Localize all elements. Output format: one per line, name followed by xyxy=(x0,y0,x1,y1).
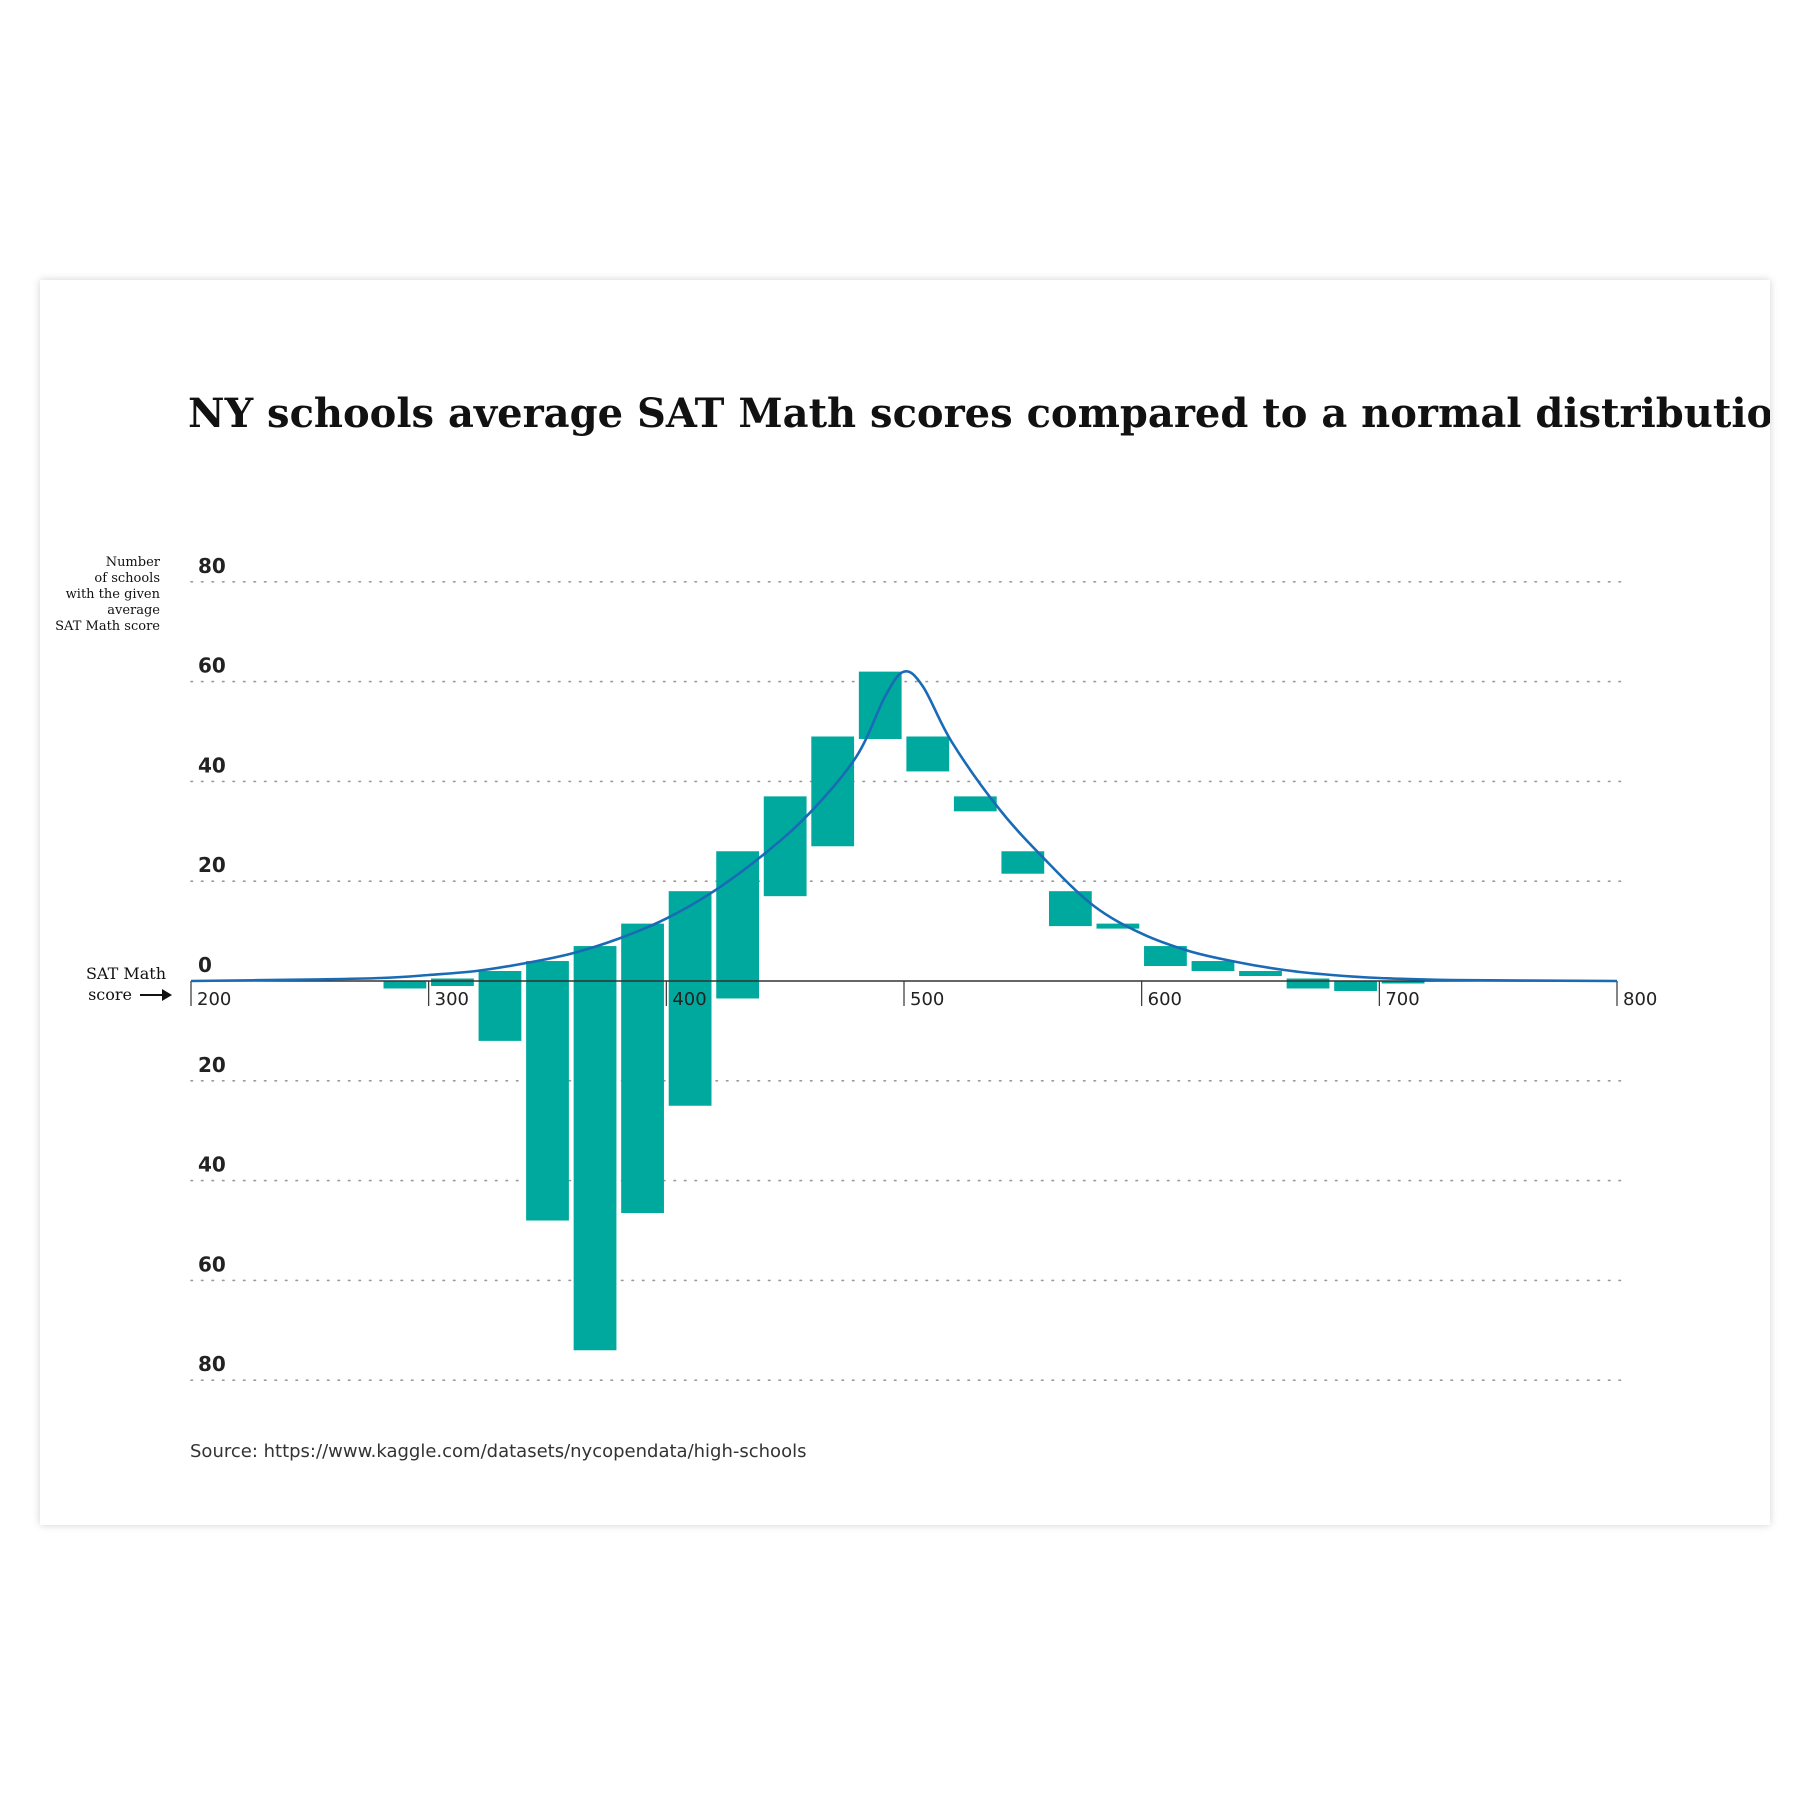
x-tick-label: 400 xyxy=(672,989,706,1010)
x-tick-label: 800 xyxy=(1623,989,1657,1010)
y-tick-label: 20 xyxy=(198,1053,226,1077)
y-tick-label: 40 xyxy=(198,753,226,777)
x-axis-ticks: 200 300 400 500 600 700 800 xyxy=(190,981,1657,1010)
bar xyxy=(1381,981,1425,984)
y-tick-label: 40 xyxy=(198,1153,226,1177)
chart-title: NY schools average SAT Math scores compa… xyxy=(188,390,1770,437)
y-axis-label: Number of schools with the given average… xyxy=(55,555,161,634)
bar xyxy=(1191,961,1235,972)
bar xyxy=(1096,923,1140,929)
bar xyxy=(383,981,427,989)
y-axis-label-line: SAT Math score xyxy=(55,619,160,634)
bar xyxy=(811,736,855,847)
x-tick-label: 300 xyxy=(435,989,469,1010)
normal-curve-line xyxy=(190,670,1618,983)
y-tick-label: 0 xyxy=(198,953,212,977)
y-tick-label: 80 xyxy=(198,554,226,578)
x-tick-label: 500 xyxy=(910,989,944,1010)
bar xyxy=(1239,971,1282,977)
y-axis-label-line: of schools xyxy=(94,571,160,586)
y-tick-label: 60 xyxy=(198,654,226,678)
bar xyxy=(478,971,522,1041)
source-note: Source: https://www.kaggle.com/datasets/… xyxy=(190,1441,806,1462)
bar xyxy=(1334,981,1377,991)
bar xyxy=(906,736,950,772)
x-axis-label-line: score xyxy=(88,985,132,1004)
bar xyxy=(526,961,569,1221)
y-tick-label: 20 xyxy=(198,853,226,877)
arrow-right-icon xyxy=(140,989,172,1001)
y-tick-label: 80 xyxy=(198,1352,226,1376)
bars xyxy=(383,671,1425,1351)
bar xyxy=(1144,946,1187,967)
bar xyxy=(1286,978,1330,989)
x-tick-label: 600 xyxy=(1148,989,1182,1010)
bar xyxy=(573,946,617,1351)
y-axis-label-line: with the given xyxy=(66,587,161,602)
bar xyxy=(953,796,997,812)
bar xyxy=(1001,851,1045,874)
chart-card: NY schools average SAT Math scores compa… xyxy=(40,280,1770,1525)
bar xyxy=(1048,891,1092,927)
y-axis-label-line: Number xyxy=(106,555,161,570)
y-axis-ticks: 80 60 40 20 0 20 40 60 80 xyxy=(198,554,226,1376)
x-tick-label: 700 xyxy=(1385,989,1419,1010)
chart: NY schools average SAT Math scores compa… xyxy=(55,390,1770,1462)
bar xyxy=(621,923,664,1214)
bar xyxy=(431,978,474,986)
bar xyxy=(668,891,712,1106)
y-axis-label-line: average xyxy=(107,603,160,618)
x-tick-label: 200 xyxy=(197,989,231,1010)
y-tick-label: 60 xyxy=(198,1252,226,1276)
normal-curve xyxy=(190,670,1618,983)
x-axis-label-line: SAT Math xyxy=(86,964,166,983)
bar xyxy=(763,796,807,897)
x-axis-label: SAT Math score xyxy=(86,964,172,1004)
